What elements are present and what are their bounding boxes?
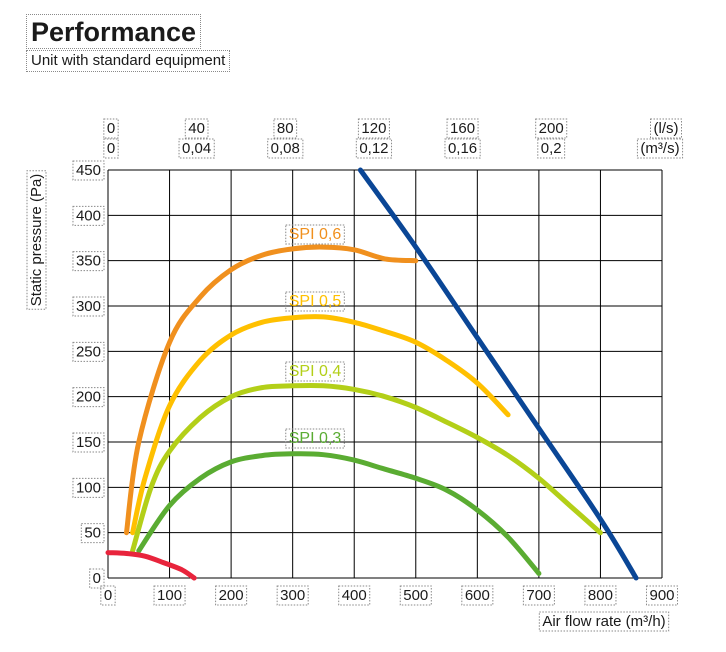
series-spi-0-6 <box>124 244 419 536</box>
y-tick-250: 250 <box>76 343 101 360</box>
top-ls-tick-0-box <box>103 118 119 139</box>
y-tick-250-box <box>72 341 105 362</box>
y-tick-450-box <box>72 160 105 181</box>
x-tick-100: 100 <box>157 587 182 604</box>
top-ls-tick-5-box <box>535 118 568 139</box>
y-tick-150: 150 <box>76 434 101 451</box>
y-tick-200-box <box>72 387 105 408</box>
top-ls-tick-3: 120 <box>361 120 386 137</box>
series-spi-0-4 <box>130 382 603 554</box>
series-curves <box>105 167 639 581</box>
top-m3s-tick-1: 0,04 <box>182 140 211 157</box>
series-spi-0-5 <box>130 314 511 536</box>
x-tick-900: 900 <box>649 587 674 604</box>
top-m3s-tick-3: 0,12 <box>359 140 388 157</box>
y-tick-50: 50 <box>84 525 101 542</box>
top-m3s-unit-box <box>636 138 684 159</box>
x-tick-100-box <box>153 585 186 606</box>
top-m3s-tick-2: 0,08 <box>271 140 300 157</box>
y-tick-350: 350 <box>76 253 101 270</box>
series-label-spi-0-3: SPI 0,3 <box>289 430 342 447</box>
top-ls-tick-5: 200 <box>539 120 564 137</box>
series-line-4 <box>357 167 639 581</box>
x-tick-200-box <box>215 585 248 606</box>
top-ls-tick-3-box <box>357 118 390 139</box>
top-ls-tick-4-box <box>446 118 479 139</box>
y-tick-200: 200 <box>76 389 101 406</box>
top-ls-tick-0: 0 <box>107 120 115 137</box>
x-tick-600: 600 <box>465 587 490 604</box>
y-tick-100-box <box>72 477 105 498</box>
top-ls-tick-4: 160 <box>450 120 475 137</box>
top-m3s-tick-5-box <box>537 138 566 159</box>
y-tick-400-box <box>72 205 105 226</box>
axis-labels: SPI 0,6 SPI 0,5 SPI 0,4 SPI 0,3 0 50 100 150 200… <box>26 118 684 632</box>
series-label-spi-0-4: SPI 0,4 <box>289 363 342 380</box>
x-tick-300-box <box>276 585 309 606</box>
top-m3s-unit: (m³/s) <box>640 140 679 157</box>
top-m3s-tick-4: 0,16 <box>448 140 477 157</box>
y-tick-300-box <box>72 296 105 317</box>
y-tick-0: 0 <box>93 570 101 587</box>
x-tick-500: 500 <box>403 587 428 604</box>
top-m3s-tick-0: 0 <box>107 140 115 157</box>
x-axis-label-box <box>538 611 670 632</box>
y-tick-350-box <box>72 251 105 272</box>
top-m3s-tick-0-box <box>103 138 119 159</box>
y-axis-label: Static pressure (Pa) <box>28 174 45 307</box>
top-ls-unit: (l/s) <box>654 120 679 137</box>
x-tick-700-box <box>522 585 555 606</box>
chart-title: Performance <box>31 17 197 47</box>
top-ls-tick-2: 80 <box>277 120 294 137</box>
top-ls-tick-1: 40 <box>188 120 205 137</box>
x-tick-700: 700 <box>526 587 551 604</box>
x-tick-500-box <box>399 585 432 606</box>
series-label-spi-0-5: SPI 0,5 <box>289 293 342 310</box>
x-tick-300: 300 <box>280 587 305 604</box>
x-tick-0-box <box>100 585 116 606</box>
x-tick-900-box <box>645 585 679 606</box>
x-axis-label: Air flow rate (m³/h) <box>542 613 665 630</box>
top-ls-unit-box <box>650 118 682 139</box>
y-tick-0-box <box>89 568 105 589</box>
y-tick-100: 100 <box>76 479 101 496</box>
x-tick-800: 800 <box>588 587 613 604</box>
y-axis-label-box <box>26 170 47 310</box>
series-spi-0-3 <box>136 451 542 576</box>
x-tick-600-box <box>461 585 494 606</box>
y-tick-450: 450 <box>76 162 101 179</box>
x-tick-400-box <box>338 585 371 606</box>
y-tick-400: 400 <box>76 207 101 224</box>
chart-subtitle: Unit with standard equipment <box>26 50 231 72</box>
x-tick-800-box <box>584 585 617 606</box>
chart-title-box: Performance <box>26 14 202 49</box>
series-line-5 <box>105 550 197 581</box>
y-tick-150-box <box>72 432 105 453</box>
x-tick-200: 200 <box>219 587 244 604</box>
top-m3s-tick-5: 0,2 <box>541 140 562 157</box>
x-tick-400: 400 <box>342 587 367 604</box>
x-tick-0: 0 <box>104 587 112 604</box>
y-tick-300: 300 <box>76 298 101 315</box>
series-label-spi-0-6: SPI 0,6 <box>289 226 342 243</box>
